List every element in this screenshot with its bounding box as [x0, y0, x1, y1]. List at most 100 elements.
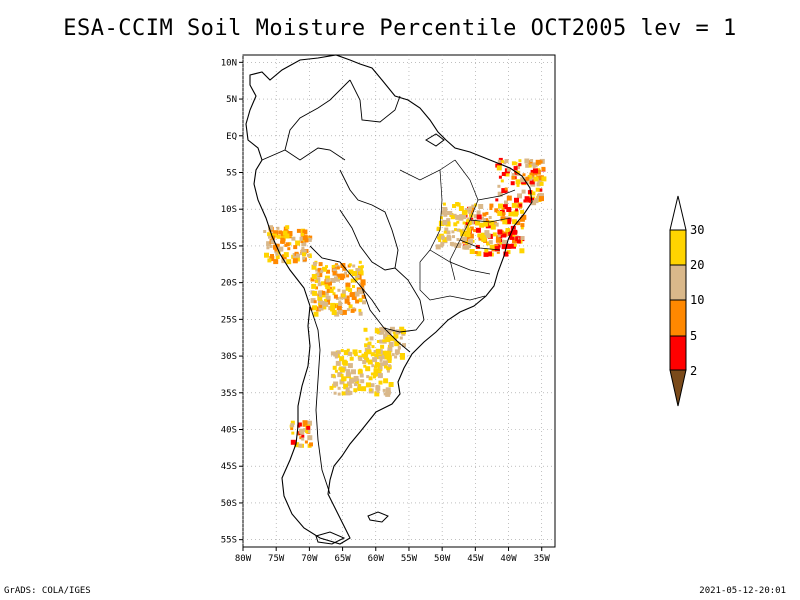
percentile-cell [338, 367, 342, 371]
percentile-cell [489, 203, 494, 208]
percentile-cell [358, 271, 362, 275]
percentile-cell [298, 443, 303, 448]
percentile-cell [380, 355, 385, 360]
percentile-cell [333, 294, 338, 299]
percentile-cell [352, 271, 357, 276]
percentile-cell [294, 442, 300, 448]
percentile-cell [399, 354, 405, 360]
percentile-cell [266, 246, 270, 250]
percentile-cell [337, 288, 341, 292]
percentile-cell [530, 169, 534, 173]
percentile-cell [496, 235, 501, 241]
percentile-cell [375, 385, 381, 391]
colorbar-segment [669, 335, 687, 371]
percentile-cell [389, 326, 395, 332]
percentile-cell [349, 356, 354, 361]
percentile-cell [301, 437, 305, 441]
percentile-cell [304, 440, 308, 444]
percentile-cell [354, 383, 357, 387]
percentile-cell [302, 229, 308, 235]
percentile-cell [311, 264, 317, 270]
percentile-cell [348, 351, 352, 355]
lat-tick-label: 30S [221, 352, 237, 362]
percentile-cell [346, 369, 351, 374]
percentile-cell [456, 220, 460, 224]
percentile-cell [511, 202, 517, 208]
longitude-ticks: 80W 75W 70W 65W 60W 55W 50W 45W 40W 35W [235, 547, 550, 564]
percentile-cell [339, 356, 345, 362]
percentile-cell [532, 162, 538, 168]
percentile-cell [512, 238, 517, 244]
percentile-cell [506, 250, 511, 255]
percentile-cell [364, 357, 370, 363]
percentile-cell [342, 266, 347, 271]
percentile-cell [533, 176, 539, 182]
percentile-cell [525, 176, 530, 181]
percentile-cell [357, 387, 362, 391]
percentile-cell [521, 214, 527, 220]
percentile-cell [365, 337, 369, 341]
percentile-cell [506, 243, 512, 249]
percentile-cell [456, 228, 460, 232]
percentile-cell [388, 364, 392, 368]
graticule [242, 55, 555, 547]
percentile-cell [318, 305, 324, 311]
lat-tick-label: 10N [221, 58, 237, 68]
percentile-cell [332, 365, 337, 370]
percentile-cell [514, 204, 518, 208]
percentile-cell [391, 353, 395, 357]
percentile-cell [359, 373, 364, 378]
percentile-cell [363, 327, 368, 332]
percentile-cell [330, 278, 336, 283]
percentile-cell [379, 358, 383, 362]
percentile-cell [312, 290, 318, 296]
percentile-cell [269, 244, 273, 248]
percentile-cell [504, 171, 510, 177]
colorbar-segment [669, 299, 687, 337]
percentile-cell [464, 225, 468, 229]
percentile-cell [346, 308, 350, 312]
percentile-cell [374, 328, 380, 334]
percentile-cell [466, 219, 470, 223]
percentile-cell [388, 382, 394, 387]
percentile-cell [358, 368, 362, 372]
percentile-cell [516, 239, 521, 244]
percentile-cell [310, 277, 315, 282]
percentile-cell [331, 265, 335, 268]
percentile-cell [449, 241, 454, 246]
percentile-cell [502, 212, 506, 216]
percentile-cell [468, 210, 472, 214]
percentile-cell [502, 204, 508, 210]
percentile-cell [380, 326, 386, 332]
percentile-cell [317, 293, 321, 297]
percentile-cell [512, 233, 516, 237]
percentile-cell [385, 391, 391, 397]
percentile-cell [358, 311, 363, 316]
percentile-cell [487, 251, 492, 257]
percentile-cell [496, 165, 502, 171]
percentile-cell [302, 423, 306, 427]
percentile-cell [511, 173, 515, 176]
percentile-cell [438, 239, 442, 242]
percentile-cell [509, 234, 515, 240]
percentile-cell [518, 203, 522, 207]
percentile-cell [301, 249, 307, 255]
percentile-cell [377, 373, 383, 379]
percentile-cell [348, 269, 354, 275]
percentile-cell [364, 354, 368, 358]
percentile-cell [369, 336, 374, 341]
percentile-cell [341, 376, 347, 382]
percentile-cell [348, 263, 352, 267]
percentile-cell [442, 207, 448, 212]
percentile-cell [340, 373, 344, 377]
percentile-cell [334, 355, 338, 359]
percentile-cell [482, 218, 486, 222]
percentile-cell [324, 275, 330, 281]
percentile-cell [291, 431, 295, 435]
percentile-cell [375, 384, 379, 388]
percentile-cell [355, 299, 360, 304]
percentile-cell [473, 229, 477, 233]
percentile-cell [440, 216, 443, 220]
percentile-cell [504, 159, 509, 164]
